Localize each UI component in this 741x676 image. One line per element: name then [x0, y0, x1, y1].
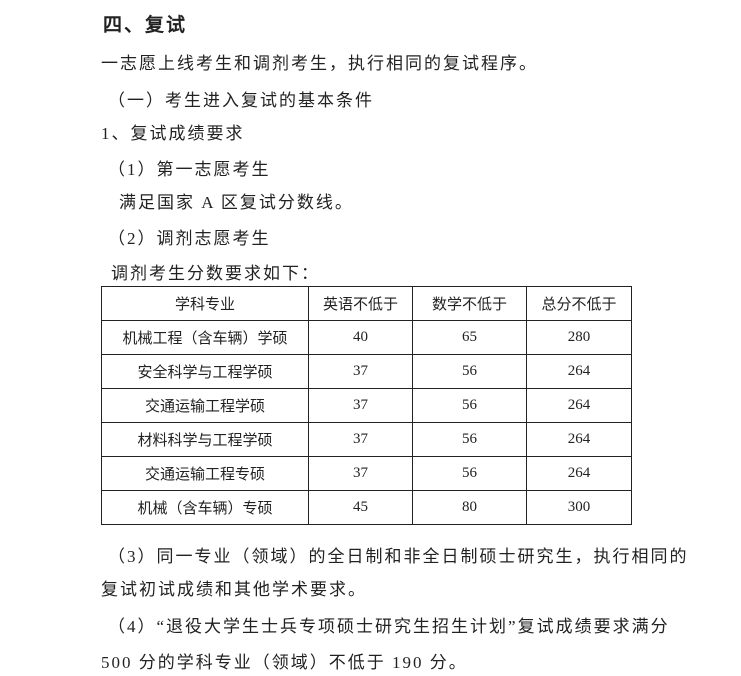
- table-cell: 80: [412, 490, 527, 525]
- table-cell: 56: [412, 354, 527, 389]
- table-cell: 交通运输工程学硕: [101, 388, 309, 423]
- subheading: （一）考生进入复试的基本条件: [108, 91, 374, 110]
- table-cell: 37: [308, 422, 413, 457]
- table-row: 材料科学与工程学硕 37 56 264: [101, 422, 632, 457]
- table-cell: 264: [526, 456, 632, 491]
- paragraph: 一志愿上线考生和调剂考生，执行相同的复试程序。: [101, 54, 538, 73]
- table-cell: 56: [412, 388, 527, 423]
- table-cell: 264: [526, 354, 632, 389]
- table-cell: 37: [308, 388, 413, 423]
- table-cell: 280: [526, 320, 632, 355]
- table-cell: 37: [308, 456, 413, 491]
- header-cell: 英语不低于: [308, 286, 413, 321]
- table-cell: 交通运输工程专硕: [101, 456, 309, 491]
- header-cell: 数学不低于: [412, 286, 527, 321]
- table-cell: 安全科学与工程学硕: [101, 354, 309, 389]
- table-cell: 264: [526, 422, 632, 457]
- table-row: 机械工程（含车辆）学硕 40 65 280: [101, 320, 632, 355]
- table-row: 交通运输工程专硕 37 56 264: [101, 456, 632, 491]
- table-cell: 40: [308, 320, 413, 355]
- paragraph: 调剂考生分数要求如下：: [111, 264, 320, 283]
- table-cell: 机械工程（含车辆）学硕: [101, 320, 309, 355]
- subheading: （2）调剂志愿考生: [108, 229, 271, 248]
- table-cell: 56: [412, 422, 527, 457]
- table-cell: 300: [526, 490, 632, 525]
- subheading: （1）第一志愿考生: [108, 160, 271, 179]
- table-cell: 37: [308, 354, 413, 389]
- table-row: 安全科学与工程学硕 37 56 264: [101, 354, 632, 389]
- table-header-row: 学科专业 英语不低于 数学不低于 总分不低于: [101, 286, 632, 321]
- table-cell: 材料科学与工程学硕: [101, 422, 309, 457]
- paragraph: （3）同一专业（领域）的全日制和非全日制硕士研究生，执行相同的: [108, 547, 689, 566]
- section-heading: 四、复试: [103, 15, 188, 36]
- paragraph: 500 分的学科专业（领域）不低于 190 分。: [101, 653, 468, 672]
- table-row: 机械（含车辆）专硕 45 80 300: [101, 490, 632, 525]
- paragraph: 复试初试成绩和其他学术要求。: [101, 580, 367, 599]
- paragraph: 满足国家 A 区复试分数线。: [119, 193, 354, 212]
- table-cell: 65: [412, 320, 527, 355]
- score-requirements-table: 学科专业 英语不低于 数学不低于 总分不低于 机械工程（含车辆）学硕 40 65 28…: [101, 286, 632, 525]
- table-cell: 56: [412, 456, 527, 491]
- table-cell: 机械（含车辆）专硕: [101, 490, 309, 525]
- table-cell: 45: [308, 490, 413, 525]
- paragraph: （4）“退役大学生士兵专项硕士研究生招生计划”复试成绩要求满分: [108, 617, 670, 636]
- table-cell: 264: [526, 388, 632, 423]
- header-cell: 总分不低于: [526, 286, 632, 321]
- subheading: 1、复试成绩要求: [101, 124, 245, 143]
- header-cell: 学科专业: [101, 286, 309, 321]
- table-row: 交通运输工程学硕 37 56 264: [101, 388, 632, 423]
